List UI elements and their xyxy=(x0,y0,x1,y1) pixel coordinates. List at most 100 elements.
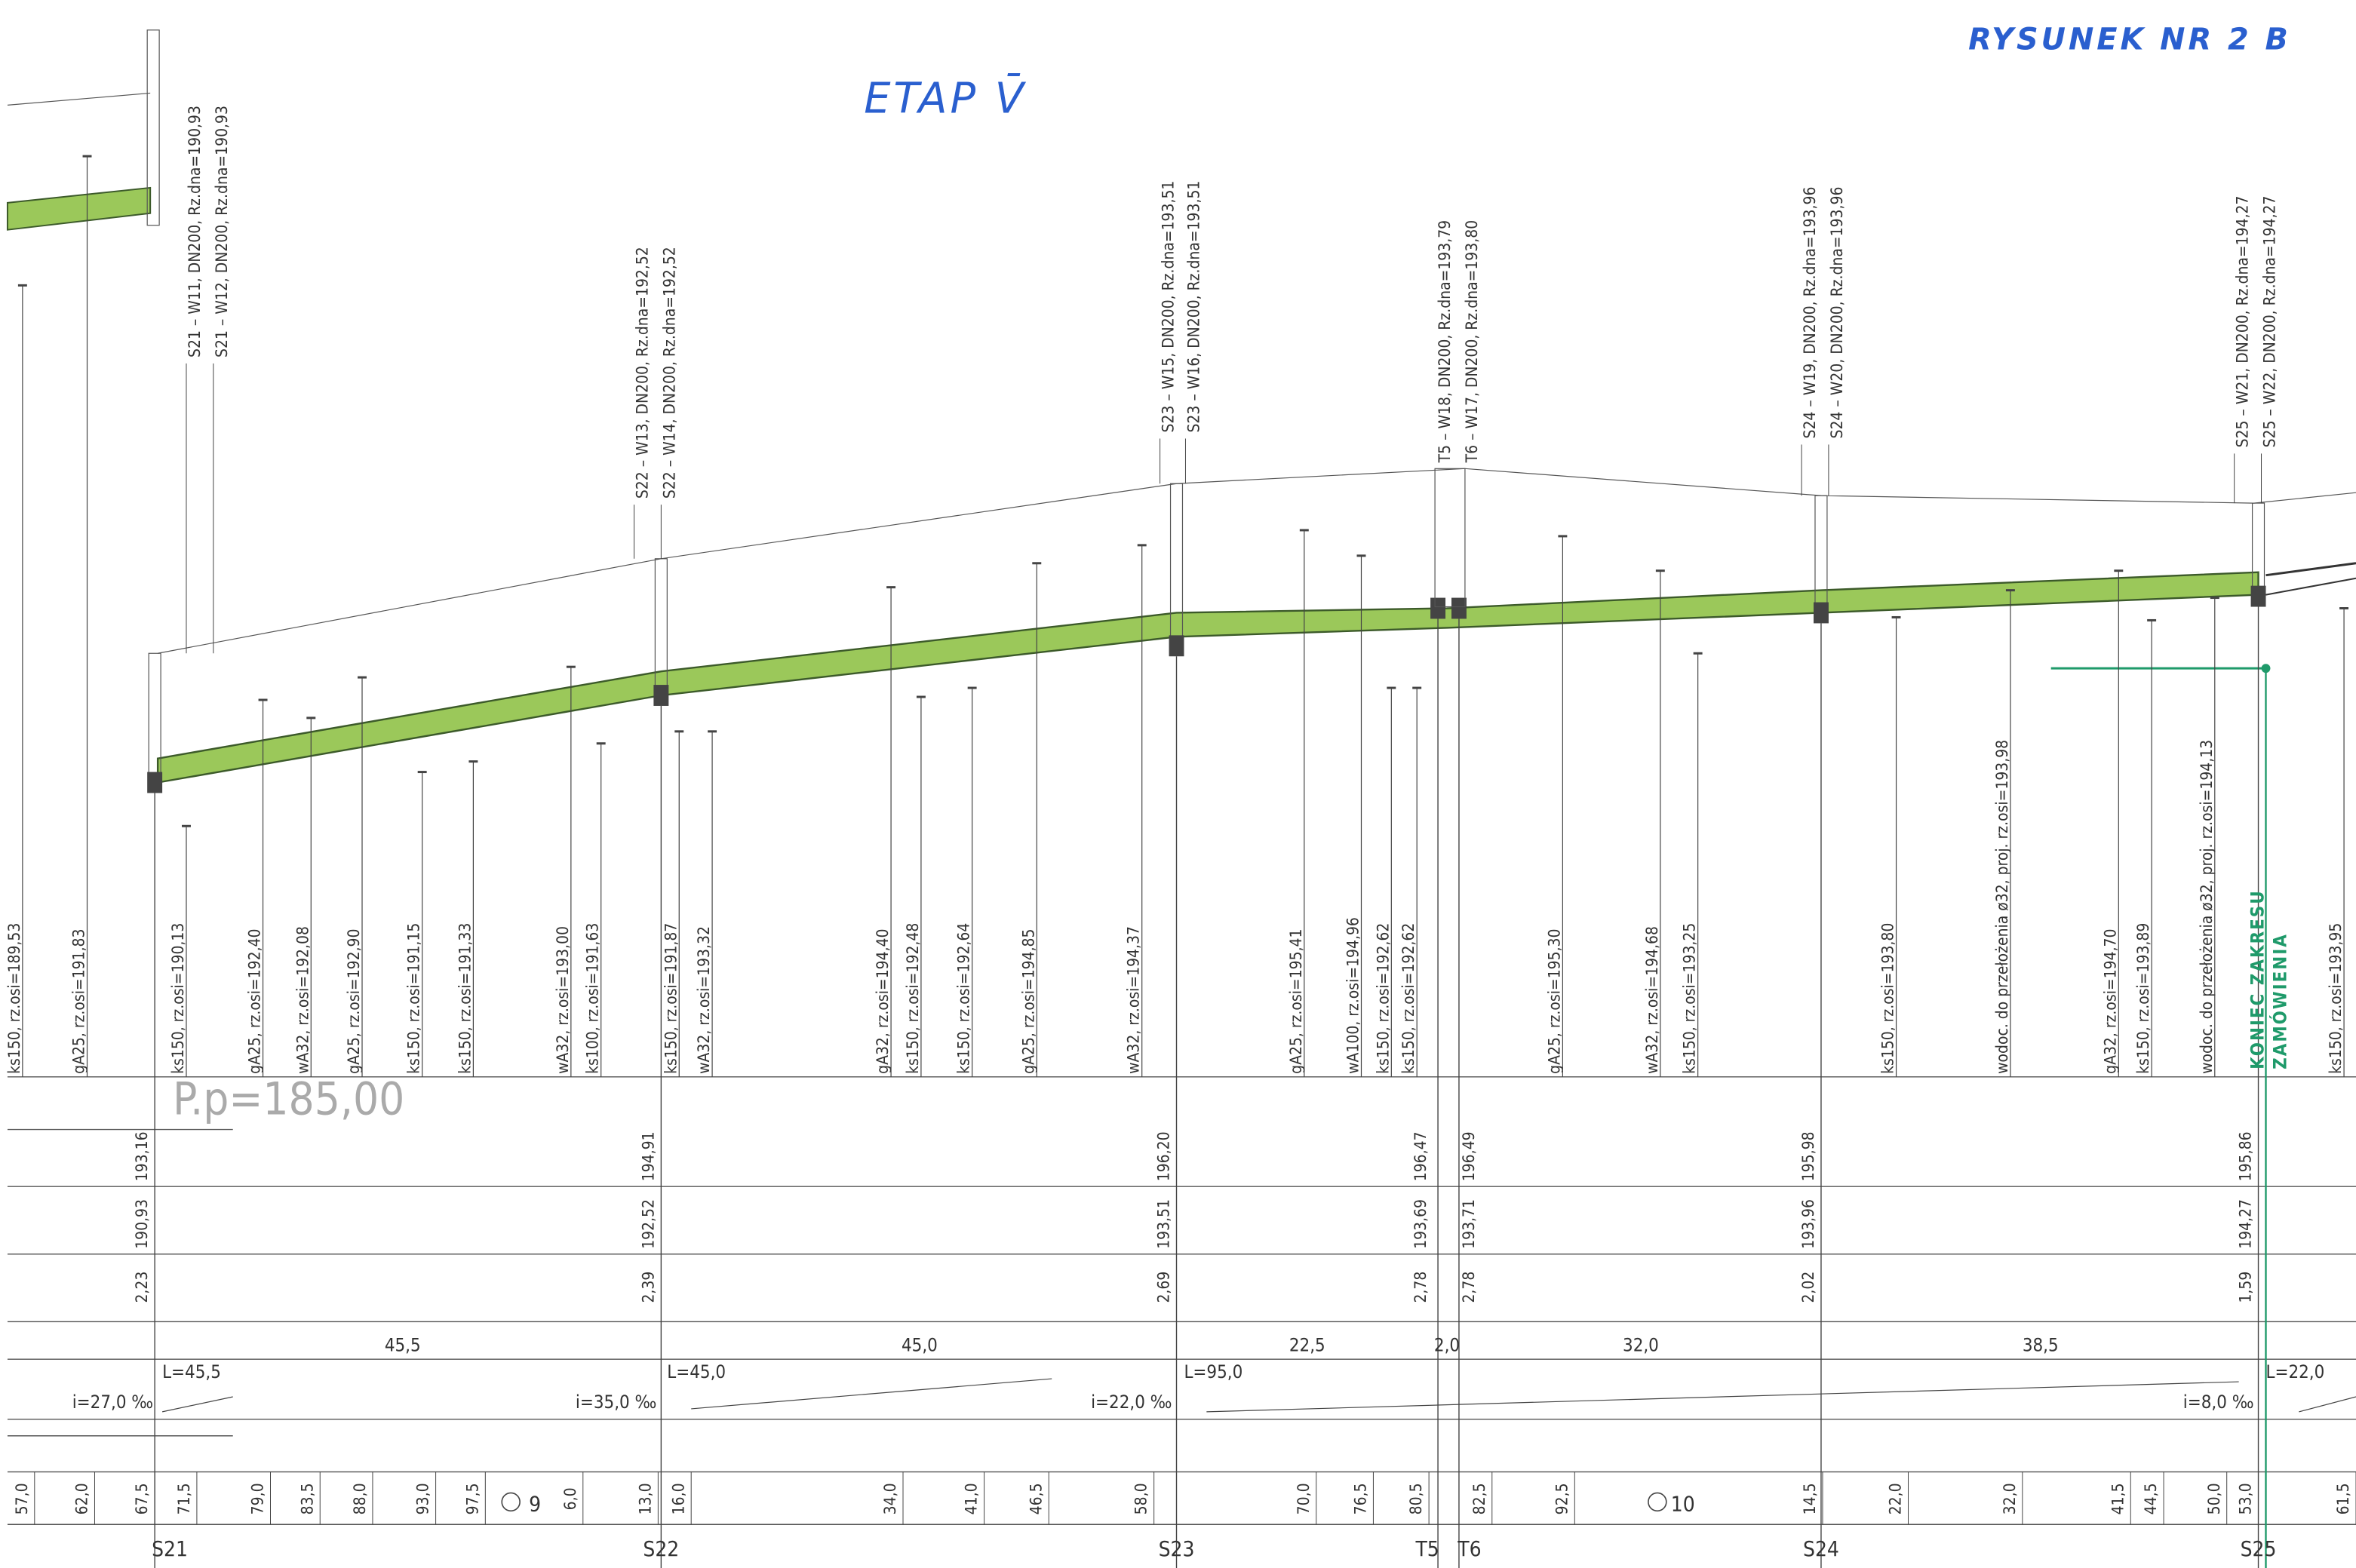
pipe-label: S22 – W13, DN200, Rz.dna=192,52 xyxy=(633,247,651,499)
terrain-elevation: 196,47 xyxy=(1411,1131,1430,1181)
distance: 32,0 xyxy=(1623,1334,1659,1355)
chainage: 14,5 xyxy=(1801,1483,1819,1514)
pipe-label: T5 – W18, DN200, Rz.dna=193,79 xyxy=(1436,220,1454,463)
station-name: S23 xyxy=(1159,1536,1195,1561)
crossing-label: wA32, rz.osi=193,32 xyxy=(695,926,713,1074)
crossing-label: ks150, rz.osi=193,80 xyxy=(1879,923,1897,1074)
crossing-label: ks150, rz.osi=193,25 xyxy=(1681,923,1699,1074)
chainage: 58,0 xyxy=(1132,1483,1150,1514)
pipe-label: S25 – W21, DN200, Rz.dna=194,27 xyxy=(2234,196,2252,448)
depth: 2,02 xyxy=(1799,1272,1817,1303)
chainage: 79,0 xyxy=(249,1483,267,1514)
chainage: 32,0 xyxy=(2001,1483,2019,1514)
station-name: S21 xyxy=(152,1536,188,1561)
terrain-elevation: 195,86 xyxy=(2237,1131,2255,1181)
manhole-base xyxy=(1813,602,1829,624)
distance: 38,5 xyxy=(2023,1334,2059,1355)
crossing-label: ks150, rz.osi=192,48 xyxy=(904,923,922,1074)
chainage: 6,0 xyxy=(561,1487,579,1510)
drawing-number: RYSUNEK NR 2 B xyxy=(1968,23,2291,57)
crossing-label: gA32, rz.osi=194,40 xyxy=(874,929,892,1074)
crossing-label: ks150, rz.osi=191,15 xyxy=(405,923,423,1074)
crossing-label: ks150, rz.osi=191,33 xyxy=(456,923,474,1074)
chainage: 82,5 xyxy=(1470,1483,1488,1514)
terrain-elevation: 193,16 xyxy=(133,1131,151,1181)
crossing-label: wodoc. do przełożenia ø32, proj. rz.osi=… xyxy=(1993,740,2011,1074)
title: ETAP V̄ xyxy=(864,74,1027,123)
manhole-base xyxy=(147,772,163,793)
segment-length: L=45,5 xyxy=(162,1361,221,1382)
bottom-elevation: 193,69 xyxy=(1411,1199,1430,1249)
pipe-label: S24 – W20, DN200, Rz.dna=193,96 xyxy=(1828,187,1846,439)
manhole-base xyxy=(653,685,669,706)
crossing-label: ks150, rz.osi=193,95 xyxy=(2327,923,2345,1074)
chainage: 44,5 xyxy=(2142,1483,2160,1514)
pipe-continuation xyxy=(2265,577,2356,596)
pipe-label: S23 – W15, DN200, Rz.dna=193,51 xyxy=(1160,181,1178,433)
terrain-elevation: 194,91 xyxy=(639,1131,657,1181)
table-grid xyxy=(7,1076,2356,1525)
distance: 45,5 xyxy=(385,1334,421,1355)
crossing-label: gA25, rz.osi=191,83 xyxy=(70,929,88,1074)
chainage: 88,0 xyxy=(351,1483,369,1514)
bottom-elevation: 192,52 xyxy=(639,1199,657,1249)
crossing-label: ks150, rz.osi=191,87 xyxy=(662,923,680,1074)
segment-slope: i=35,0 ‰ xyxy=(576,1392,656,1413)
slope-line xyxy=(2299,1396,2356,1413)
crossing-label: gA25, rz.osi=192,40 xyxy=(246,929,264,1074)
crossing-label: ks150, rz.osi=193,89 xyxy=(2134,923,2152,1074)
crossing-label: gA32, rz.osi=194,70 xyxy=(2101,929,2119,1074)
manhole-base xyxy=(1451,597,1467,619)
segment-length: L=95,0 xyxy=(1184,1361,1243,1382)
manhole-shaft xyxy=(146,29,160,226)
crossing-label: wA32, rz.osi=193,00 xyxy=(554,926,572,1074)
bottom-elevation: 193,96 xyxy=(1799,1199,1817,1249)
annotation: KONIEC ZAKRESU xyxy=(2247,889,2268,1069)
crossing-label: wA32, rz.osi=192,08 xyxy=(293,926,312,1074)
station-name: S25 xyxy=(2241,1536,2277,1561)
station-name: T5 xyxy=(1415,1536,1439,1561)
chainage: 83,5 xyxy=(298,1483,316,1514)
terrain-elevation: 196,49 xyxy=(1460,1131,1478,1181)
crossing-label: ks100, rz.osi=191,63 xyxy=(584,923,602,1074)
crossing-label: wA32, rz.osi=194,68 xyxy=(1643,926,1661,1074)
crossing-label: ks150, rz.osi=192,64 xyxy=(955,923,973,1074)
depth: 2,78 xyxy=(1460,1272,1478,1303)
segment-length: L=45,0 xyxy=(667,1361,726,1382)
pipe-label: S25 – W22, DN200, Rz.dna=194,27 xyxy=(2260,196,2278,448)
chainage: 71,5 xyxy=(175,1483,193,1514)
pipe-continuation xyxy=(2265,562,2356,577)
crossing-label: gA25, rz.osi=195,41 xyxy=(1287,929,1305,1074)
chainage: 80,5 xyxy=(1407,1483,1425,1514)
crossing-label: ks150, rz.osi=190,13 xyxy=(169,923,187,1074)
bottom-elevation: 194,27 xyxy=(2237,1199,2255,1249)
pipe-label: T6 – W17, DN200, Rz.dna=193,80 xyxy=(1463,220,1481,463)
depth: 1,59 xyxy=(2237,1272,2255,1303)
bottom-elevation: 193,51 xyxy=(1155,1199,1173,1249)
depth: 2,39 xyxy=(639,1272,657,1303)
chainage: 46,5 xyxy=(1027,1483,1045,1514)
terrain-elevation: 195,98 xyxy=(1799,1131,1817,1181)
manhole-base xyxy=(1169,635,1184,657)
chainage: 97,5 xyxy=(463,1483,481,1514)
distance: 2,0 xyxy=(1434,1334,1460,1355)
chainage: 50,0 xyxy=(2205,1483,2223,1514)
distance: 45,0 xyxy=(902,1334,938,1355)
chainage: 57,0 xyxy=(13,1483,31,1514)
crossing-label: wodoc. do przełożenia ø32, proj. rz.osi=… xyxy=(2198,740,2216,1074)
manhole-shaft xyxy=(1434,468,1466,608)
crossing-label: ks150, rz.osi=192,62 xyxy=(1399,923,1418,1074)
terrain-elevation: 196,20 xyxy=(1155,1131,1173,1181)
segment-slope: i=22,0 ‰ xyxy=(1091,1392,1172,1413)
pipe-label: S24 – W19, DN200, Rz.dna=193,96 xyxy=(1801,187,1819,439)
chainage: 61,5 xyxy=(2334,1483,2352,1514)
slope-line xyxy=(161,1396,233,1413)
crossing-label: gA25, rz.osi=194,85 xyxy=(1019,929,1037,1074)
depth: 2,23 xyxy=(133,1272,151,1303)
hectometer-mark xyxy=(501,1492,521,1512)
station-name: T6 xyxy=(1457,1536,1481,1561)
crossing-label: gA25, rz.osi=192,90 xyxy=(345,929,363,1074)
